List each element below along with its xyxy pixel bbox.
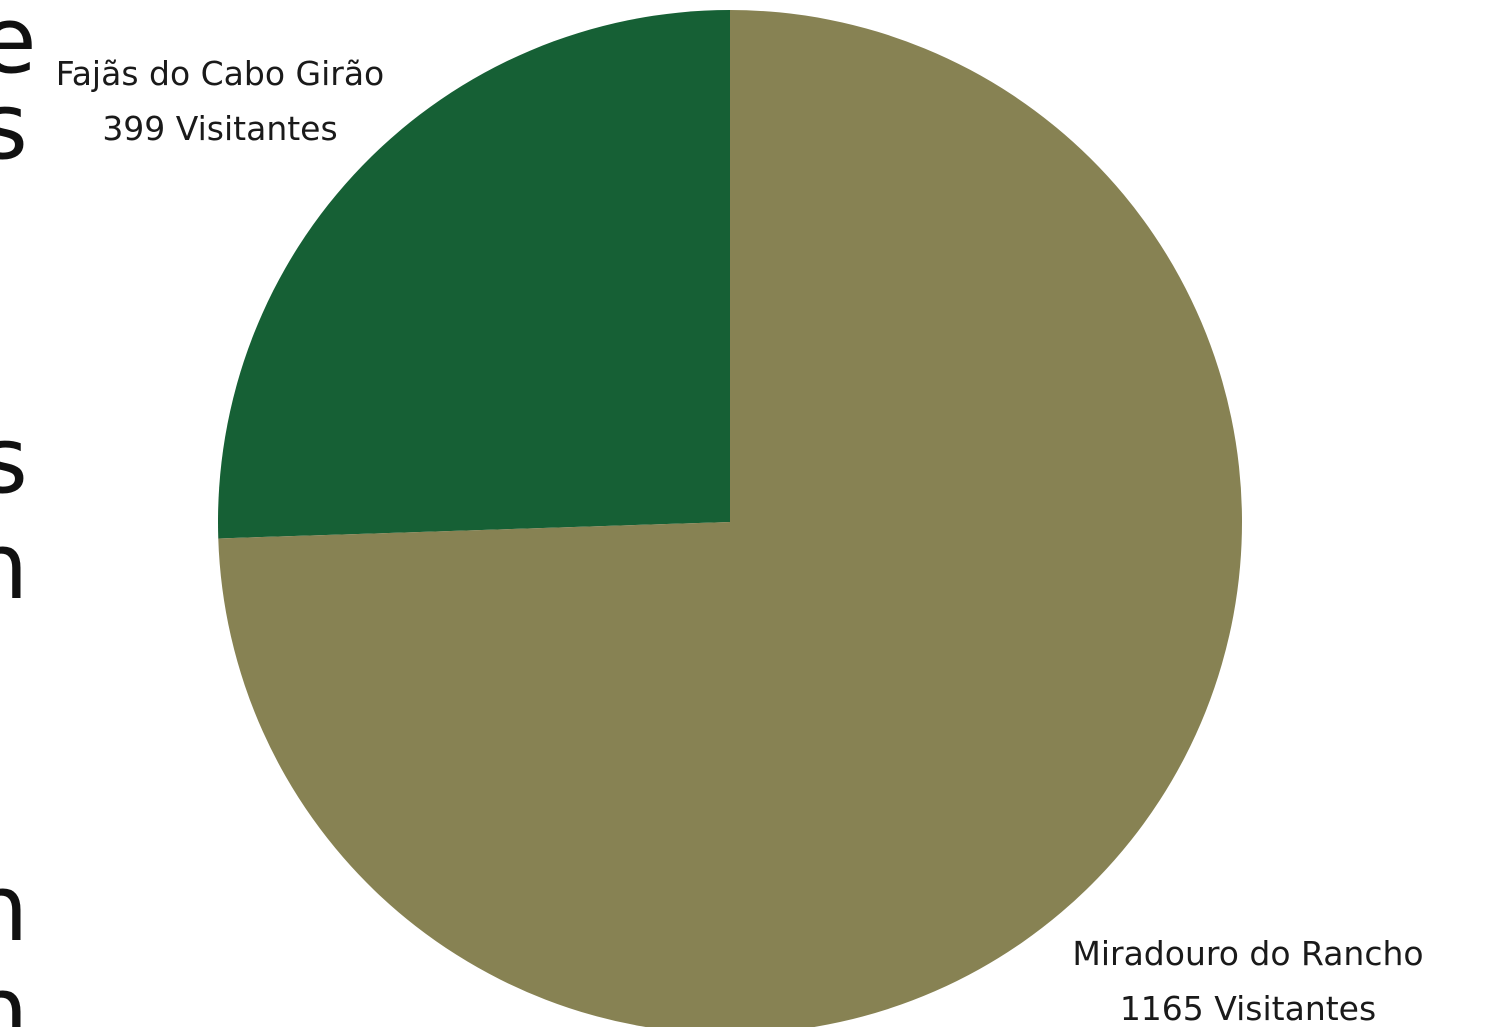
pie-slice <box>218 10 1242 1027</box>
slice-value-label: 1165 Visitantes <box>1120 989 1376 1027</box>
slice-name-label: Fajãs do Cabo Girão <box>56 54 385 93</box>
slice-value-label: 399 Visitantes <box>102 109 337 148</box>
pie-slice <box>218 10 730 539</box>
slice-name-label: Miradouro do Rancho <box>1072 934 1423 973</box>
pie-labels: Fajãs do Cabo Girão 399 Visitantes Miradou… <box>56 54 1424 1027</box>
pie-slices <box>218 10 1242 1027</box>
